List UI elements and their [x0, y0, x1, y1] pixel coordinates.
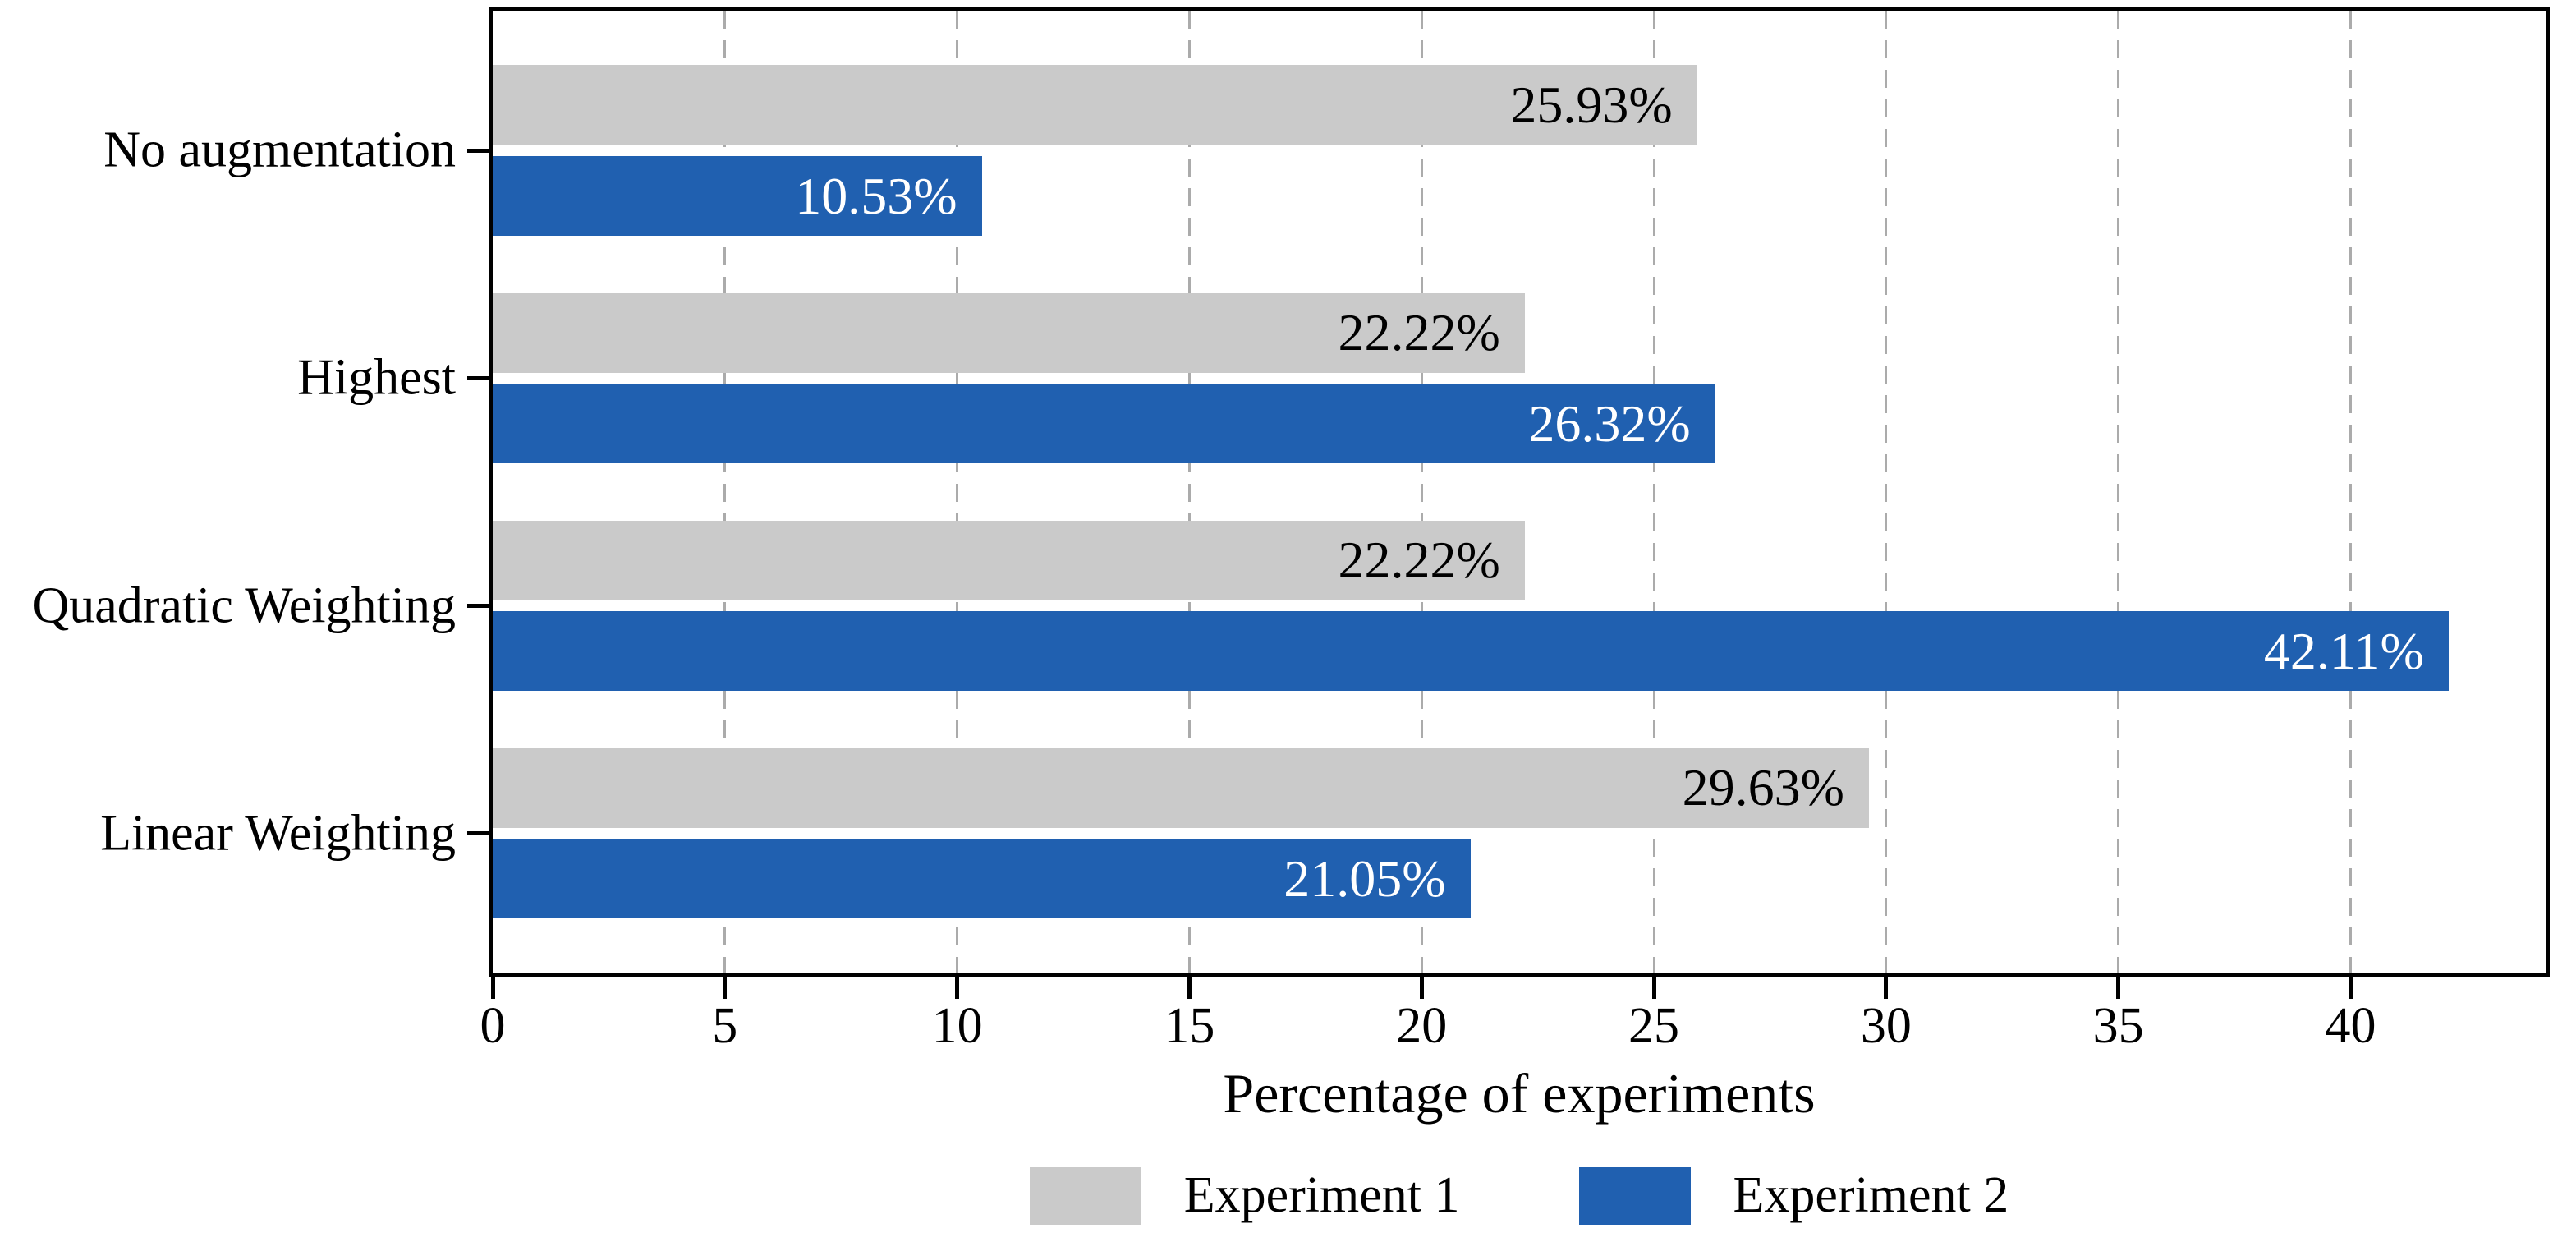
gridline-40	[2349, 11, 2352, 973]
x-tick-label-15: 15	[1164, 998, 1215, 1054]
bar-value-label: 22.22%	[1338, 531, 1500, 590]
bar-value-label: 29.63%	[1682, 758, 1844, 817]
x-tick-label-10: 10	[931, 998, 983, 1054]
x-tick-label-40: 40	[2325, 998, 2376, 1054]
y-tick-0	[467, 148, 489, 153]
category-label-linear-weighting: Linear Weighting	[100, 805, 456, 862]
y-tick-3	[467, 831, 489, 836]
x-tick-20	[1419, 978, 1424, 999]
gridline-10	[956, 11, 959, 973]
bar-experiment-2-linear-weighting: 21.05%	[493, 839, 1471, 919]
bar-experiment-2-no-augmentation: 10.53%	[493, 156, 982, 237]
bar-experiment-1-quadratic-weighting: 22.22%	[493, 520, 1525, 600]
y-tick-1	[467, 375, 489, 380]
legend-swatch-experiment-2	[1578, 1166, 1691, 1225]
gridline-30	[1885, 11, 1888, 973]
gridline-15	[1187, 11, 1191, 973]
x-tick-label-20: 20	[1396, 998, 1448, 1054]
legend-label-experiment-1: Experiment 1	[1183, 1167, 1460, 1223]
gridline-20	[1420, 11, 1423, 973]
legend-swatch-experiment-1	[1029, 1166, 1141, 1225]
x-tick-label-25: 25	[1628, 998, 1680, 1054]
x-tick-35	[2116, 978, 2121, 999]
x-tick-15	[1187, 978, 1192, 999]
x-tick-0	[490, 978, 495, 999]
x-tick-label-30: 30	[1860, 998, 1912, 1054]
gridline-35	[2117, 11, 2120, 973]
category-label-no-augmentation: No augmentation	[103, 122, 456, 178]
bar-experiment-1-highest: 22.22%	[493, 292, 1525, 373]
x-tick-5	[723, 978, 728, 999]
x-tick-label-5: 5	[712, 998, 738, 1054]
bar-value-label: 42.11%	[2263, 621, 2424, 680]
bar-experiment-2-highest: 26.32%	[493, 384, 1715, 464]
category-label-highest: Highest	[297, 349, 456, 406]
y-tick-2	[467, 604, 489, 609]
bar-value-label: 26.32%	[1528, 393, 1691, 453]
x-axis-label: Percentage of experiments	[1223, 1062, 1816, 1125]
bar-value-label: 25.93%	[1510, 75, 1673, 134]
plot-inner: 25.93% 10.53% 22.22% 26.32% 22.22% 42.11% 29.6…	[493, 11, 2546, 973]
bar-value-label: 22.22%	[1338, 303, 1500, 362]
x-tick-25	[1651, 978, 1656, 999]
gridline-5	[723, 11, 727, 973]
plot-area	[489, 7, 2550, 978]
bar-value-label: 21.05%	[1283, 849, 1446, 908]
legend-label-experiment-2: Experiment 2	[1733, 1167, 2009, 1223]
x-tick-10	[955, 978, 960, 999]
category-label-quadratic-weighting: Quadratic Weighting	[32, 577, 456, 634]
bar-experiment-1-no-augmentation: 25.93%	[493, 65, 1697, 145]
legend-item-experiment-1: Experiment 1	[1029, 1166, 1460, 1225]
x-tick-label-0: 0	[480, 998, 506, 1054]
gridline-25	[1652, 11, 1655, 973]
bar-experiment-2-quadratic-weighting: 42.11%	[493, 611, 2449, 692]
x-tick-label-35: 35	[2092, 998, 2144, 1054]
bar-experiment-1-linear-weighting: 29.63%	[493, 748, 1869, 828]
bar-value-label: 10.53%	[795, 166, 957, 225]
x-tick-40	[2348, 978, 2353, 999]
legend-item-experiment-2: Experiment 2	[1578, 1166, 2009, 1225]
x-tick-30	[1884, 978, 1889, 999]
legend: Experiment 1 Experiment 2	[493, 1166, 2546, 1225]
